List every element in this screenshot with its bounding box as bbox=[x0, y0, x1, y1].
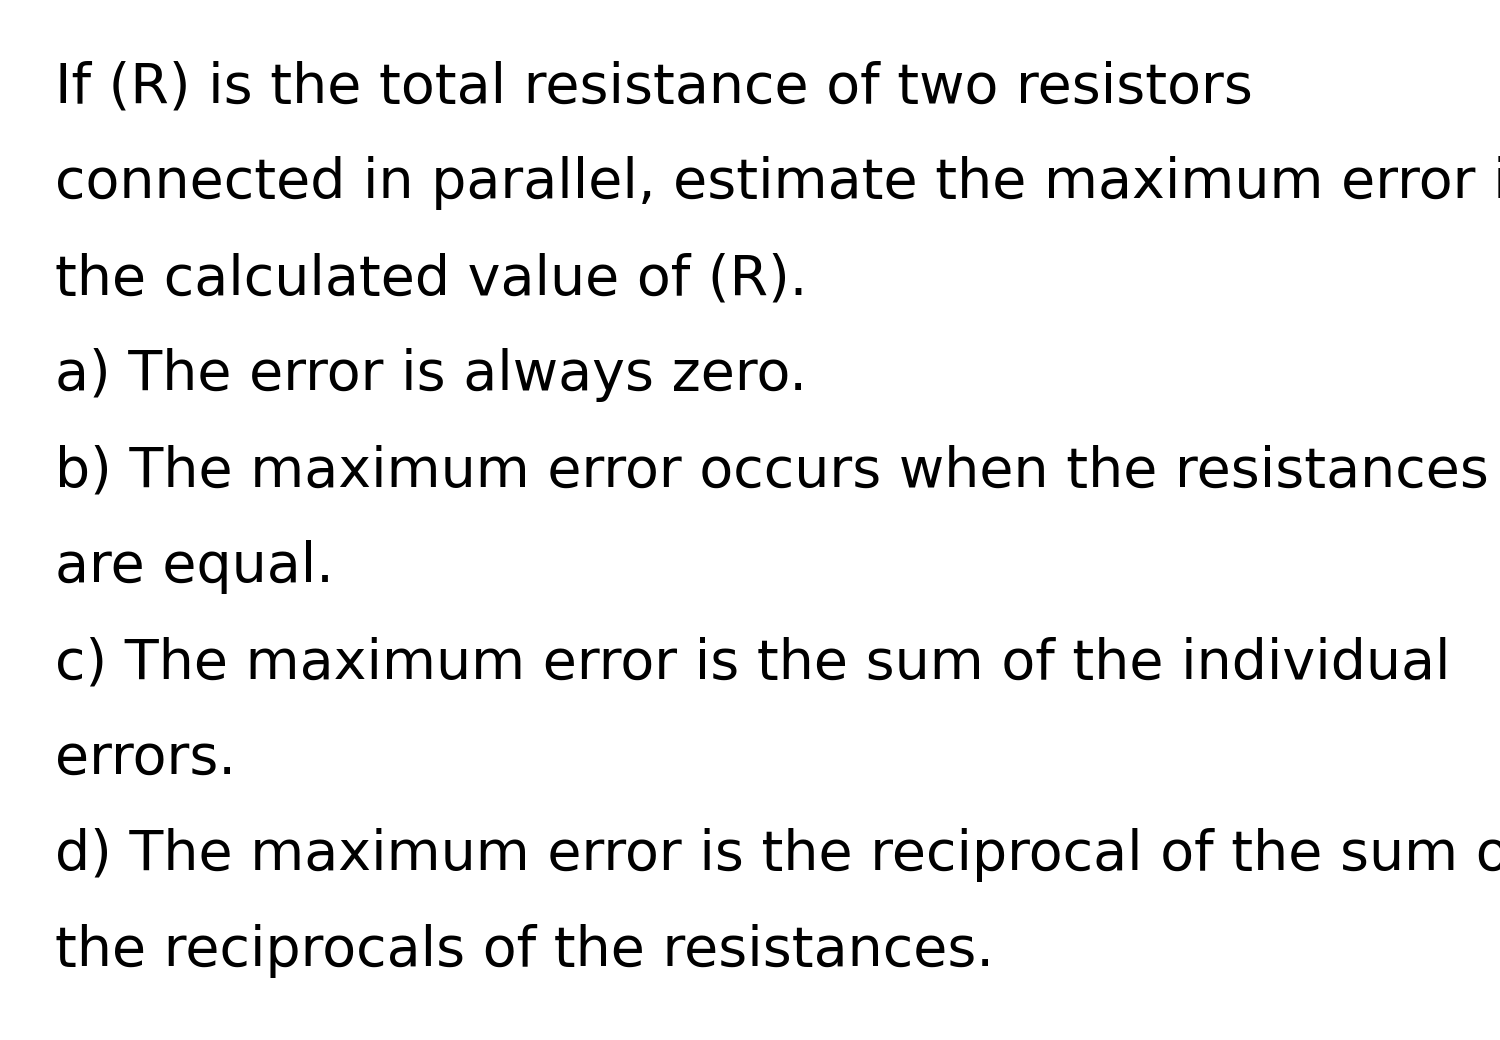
Text: b) The maximum error occurs when the resistances: b) The maximum error occurs when the res… bbox=[56, 444, 1490, 498]
Text: If (R) is the total resistance of two resistors: If (R) is the total resistance of two re… bbox=[56, 60, 1252, 114]
Text: the reciprocals of the resistances.: the reciprocals of the resistances. bbox=[56, 924, 994, 978]
Text: errors.: errors. bbox=[56, 732, 236, 786]
Text: a) The error is always zero.: a) The error is always zero. bbox=[56, 348, 807, 402]
Text: c) The maximum error is the sum of the individual: c) The maximum error is the sum of the i… bbox=[56, 636, 1450, 690]
Text: the calculated value of (R).: the calculated value of (R). bbox=[56, 252, 807, 306]
Text: connected in parallel, estimate the maximum error in: connected in parallel, estimate the maxi… bbox=[56, 156, 1500, 210]
Text: are equal.: are equal. bbox=[56, 540, 334, 594]
Text: d) The maximum error is the reciprocal of the sum of: d) The maximum error is the reciprocal o… bbox=[56, 828, 1500, 882]
